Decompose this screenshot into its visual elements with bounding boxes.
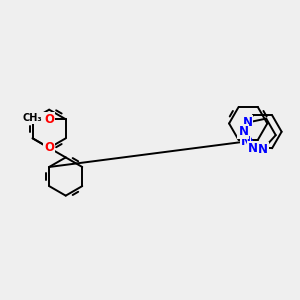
Text: O: O bbox=[44, 113, 54, 126]
Text: O: O bbox=[44, 141, 54, 154]
Text: N: N bbox=[258, 143, 268, 156]
Text: CH₃: CH₃ bbox=[22, 113, 42, 123]
Text: N: N bbox=[241, 135, 250, 148]
Text: N: N bbox=[242, 116, 253, 129]
Text: N: N bbox=[238, 125, 248, 138]
Text: N: N bbox=[248, 142, 258, 155]
